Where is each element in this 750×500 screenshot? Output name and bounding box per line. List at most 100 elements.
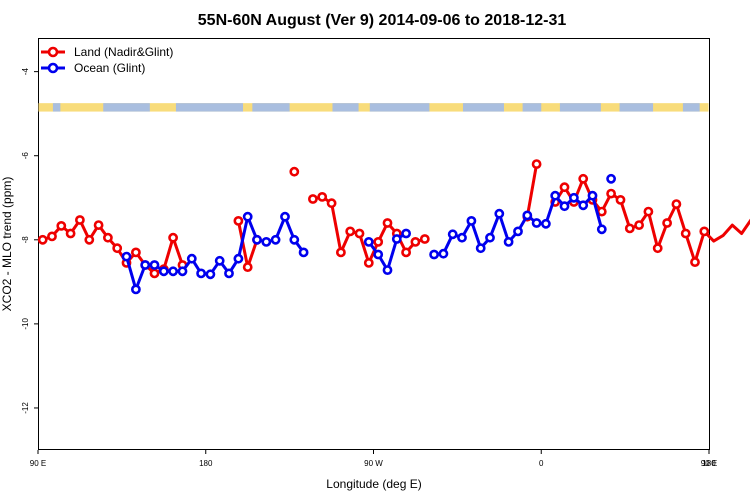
data-point (606, 173, 616, 184)
data-point (391, 234, 402, 244)
data-point (307, 194, 318, 204)
series-land (37, 159, 750, 279)
band-land-segment (252, 103, 290, 112)
data-point (652, 243, 663, 254)
data-point (158, 266, 169, 277)
data-point (317, 191, 328, 202)
data-point (130, 284, 141, 295)
legend-ocean-marker (47, 62, 59, 74)
band-land-segment (522, 103, 542, 112)
y-tick-label: -8 (21, 236, 30, 244)
band-land-segment (369, 103, 430, 112)
data-point (494, 208, 505, 219)
data-point (93, 220, 104, 230)
data-point (596, 206, 607, 217)
data-point (75, 215, 85, 225)
data-point (615, 194, 626, 205)
data-point (233, 253, 244, 264)
data-point (690, 257, 700, 267)
data-point (224, 268, 234, 279)
data-point (559, 182, 570, 193)
data-point (270, 234, 281, 245)
data-point (37, 234, 48, 245)
data-point (84, 234, 95, 245)
data-point (205, 269, 216, 280)
series-ocean (121, 173, 616, 295)
data-point (149, 268, 160, 279)
data-point (419, 234, 430, 244)
x-tick-label: 90 E (701, 459, 717, 468)
legend-ocean-label: Ocean (Glint) (74, 61, 145, 75)
data-point (531, 218, 542, 228)
data-point (643, 206, 654, 217)
y-axis-ticks: -4 -6 -8 -10 -12 (21, 68, 38, 414)
data-point (326, 198, 337, 209)
data-point (569, 192, 579, 203)
data-point (65, 228, 76, 239)
data-point (447, 229, 458, 240)
data-point (149, 260, 160, 270)
data-point (606, 188, 616, 199)
series-line (553, 177, 750, 264)
data-point (587, 190, 598, 201)
data-point (335, 247, 346, 258)
data-point (121, 251, 132, 262)
series-line (125, 215, 305, 291)
data-point (56, 220, 67, 231)
data-point (522, 210, 533, 221)
data-point (578, 173, 589, 184)
data-point (457, 232, 467, 243)
data-point (363, 257, 374, 268)
series-layer (37, 159, 750, 295)
chart-title: 55N-60N August (Ver 9) 2014-09-06 to 201… (198, 12, 567, 29)
data-point (47, 231, 57, 242)
data-point (130, 247, 141, 258)
data-point (485, 232, 495, 243)
x-tick-label: 90 E (30, 459, 46, 468)
data-point (401, 228, 411, 239)
band-land-segment (619, 103, 654, 112)
legend: Land (Nadir&Glint) Ocean (Glint) (41, 45, 173, 75)
y-tick-label: -6 (21, 152, 30, 160)
data-point (671, 199, 682, 209)
data-point (354, 228, 365, 239)
data-point (112, 243, 123, 254)
data-point (429, 249, 439, 260)
y-tick-label: -10 (21, 318, 30, 330)
x-axis-title: Longitude (deg E) (326, 477, 421, 491)
data-point (168, 266, 178, 277)
data-point (103, 232, 113, 243)
band-land-segment (332, 103, 359, 112)
data-point (550, 190, 561, 201)
data-point (252, 234, 262, 245)
data-point (541, 218, 551, 229)
data-point (186, 253, 197, 264)
y-axis-title: XCO2 - MLO trend (ppm) (0, 177, 14, 312)
data-point (363, 236, 374, 247)
data-point (261, 236, 272, 247)
data-point (475, 243, 486, 254)
x-tick-label: 180 (702, 459, 716, 468)
data-point (140, 260, 151, 270)
y-tick-label: -12 (21, 402, 30, 414)
band-land-segment (103, 103, 150, 112)
data-point (531, 159, 542, 169)
data-point (233, 215, 244, 226)
data-point (280, 211, 290, 222)
data-point (298, 247, 309, 258)
data-point (699, 226, 710, 237)
data-point (373, 249, 384, 260)
x-tick-label: 0 (539, 459, 544, 468)
land-mask-band (38, 103, 709, 112)
data-point (242, 211, 253, 222)
data-point (559, 201, 570, 212)
data-point (168, 232, 178, 243)
data-point (503, 236, 514, 247)
data-point (513, 226, 523, 237)
band-land-segment (462, 103, 504, 112)
x-tick-label: 180 (199, 459, 213, 468)
data-point (177, 266, 188, 277)
data-point (596, 224, 607, 235)
